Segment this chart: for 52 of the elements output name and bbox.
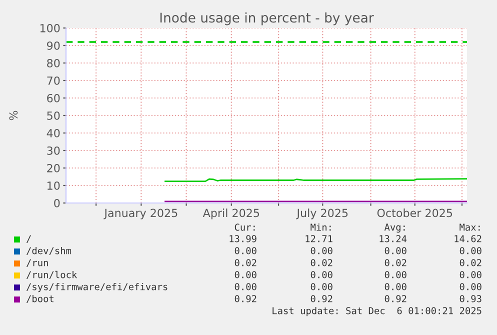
text: 0.02	[384, 259, 406, 266]
chart-title: Inode usage in percent - by year	[160, 12, 374, 26]
legend-label: /dev/shm	[26, 246, 72, 256]
text: 0.00	[384, 283, 406, 290]
text: 0.00	[460, 271, 482, 278]
text: 0.92	[384, 295, 406, 302]
text: 0.02	[234, 259, 256, 266]
text: Avg:	[384, 224, 405, 233]
text: 0.00	[310, 247, 332, 254]
x-tick-label: July 2025	[296, 208, 348, 220]
y-tick-label: 10	[48, 181, 60, 190]
legend-label: /boot	[26, 294, 54, 304]
y-tick-label: 20	[47, 164, 60, 172]
text: 0.02	[310, 259, 332, 266]
text: Max:	[460, 224, 480, 231]
y-tick-label: 0	[54, 198, 60, 208]
text: 0.00	[234, 247, 256, 254]
text: 0.00	[234, 271, 256, 278]
text: 0.00	[310, 283, 332, 290]
text: Last update: Sat Dec 6 01:00:21 2025	[272, 306, 482, 316]
x-tick-label: October 2025	[377, 208, 452, 218]
text: 0.00	[310, 271, 332, 278]
text: Cur:	[234, 224, 255, 231]
text: 0.00	[384, 271, 406, 278]
x-tick-label: April 2025	[202, 208, 260, 220]
legend-label: /sys/firmware/efi/efivars	[26, 282, 168, 292]
text: 0.02	[460, 259, 482, 266]
text: 14.62	[454, 235, 482, 242]
y-tick-label: 60	[47, 94, 60, 102]
legend-label: /run/lock	[26, 270, 78, 280]
text: 0.00	[460, 283, 482, 290]
y-tick-label: 50	[47, 111, 60, 120]
text: 0.00	[460, 247, 482, 254]
text: 0.92	[310, 295, 332, 302]
y-tick-label: 70	[47, 76, 60, 85]
legend-label: /	[26, 235, 31, 244]
text: 13.24	[380, 235, 407, 242]
text: 0.00	[234, 283, 256, 290]
text: 12.71	[306, 235, 332, 242]
text: 13.99	[230, 235, 256, 242]
y-tick-label: 90	[47, 41, 60, 50]
text: 0.00	[384, 247, 406, 254]
text: 0.93	[460, 295, 482, 302]
y-tick-label: 30	[47, 146, 60, 155]
legend-label: /run	[26, 259, 48, 268]
x-tick-label: January 2025	[104, 208, 178, 220]
y-axis-title: %	[9, 110, 18, 120]
y-tick-label: 80	[47, 58, 60, 68]
y-tick-label: 40	[46, 128, 60, 138]
text: 0.92	[234, 295, 256, 302]
y-tick-label: 100	[40, 24, 60, 32]
text: Min:	[310, 223, 331, 231]
